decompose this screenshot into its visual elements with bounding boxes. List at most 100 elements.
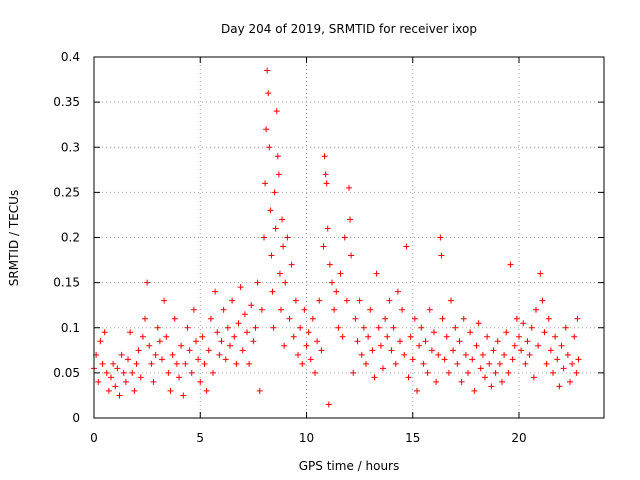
data-point <box>182 360 189 367</box>
data-point <box>323 180 330 187</box>
data-point <box>229 297 236 304</box>
data-point <box>212 288 219 295</box>
data-point <box>272 225 279 232</box>
data-point <box>114 365 121 372</box>
data-point <box>139 333 146 340</box>
data-point <box>265 90 272 97</box>
data-point <box>450 347 457 354</box>
data-point <box>154 324 161 331</box>
data-point <box>299 360 306 367</box>
data-point <box>394 288 401 295</box>
x-tick-label: 0 <box>90 431 98 445</box>
data-point <box>456 338 463 345</box>
data-point <box>286 315 293 322</box>
data-point <box>367 306 374 313</box>
data-point <box>231 333 238 340</box>
data-point <box>554 356 561 363</box>
data-point <box>303 342 310 349</box>
data-point <box>321 153 328 160</box>
data-point <box>290 333 297 340</box>
data-point <box>295 351 301 358</box>
data-point <box>535 342 542 349</box>
data-point <box>159 356 165 363</box>
data-point <box>443 333 450 340</box>
data-point <box>562 324 569 331</box>
data-point <box>492 369 499 376</box>
data-point <box>350 369 357 376</box>
grid-layer <box>94 57 604 418</box>
data-point <box>386 297 393 304</box>
data-point <box>354 338 361 345</box>
data-point <box>509 356 516 363</box>
data-point <box>274 153 281 160</box>
data-point <box>365 333 372 340</box>
data-point <box>112 383 119 390</box>
data-point <box>369 347 376 354</box>
data-point <box>314 338 321 345</box>
data-point <box>438 252 445 259</box>
data-point <box>490 347 497 354</box>
data-point <box>165 369 172 376</box>
data-point <box>244 329 250 336</box>
data-point <box>214 329 221 336</box>
data-point <box>409 356 416 363</box>
y-tick-label: 0.05 <box>53 366 80 380</box>
data-point <box>567 378 573 385</box>
data-point <box>269 288 276 295</box>
y-tick-label: 0.15 <box>53 276 80 290</box>
data-point <box>224 324 231 331</box>
data-point <box>462 351 469 358</box>
data-point <box>390 324 397 331</box>
data-point <box>326 261 333 268</box>
data-point <box>454 360 461 367</box>
data-point <box>227 342 233 349</box>
data-point <box>199 333 206 340</box>
data-point <box>156 338 163 345</box>
data-point <box>388 347 395 354</box>
data-point <box>146 342 153 349</box>
data-point <box>216 351 223 358</box>
data-point <box>275 171 282 178</box>
data-point <box>343 297 350 304</box>
data-point <box>384 333 391 340</box>
data-point <box>511 342 518 349</box>
data-point <box>501 351 508 358</box>
data-point <box>297 324 304 331</box>
data-point <box>539 297 546 304</box>
data-point <box>373 270 380 277</box>
data-point <box>507 261 514 268</box>
data-point <box>473 342 480 349</box>
data-point <box>261 234 267 241</box>
data-point <box>258 306 265 313</box>
data-point <box>403 243 410 250</box>
data-point <box>186 347 193 354</box>
data-point <box>382 315 389 322</box>
data-point <box>550 369 556 376</box>
data-point <box>422 338 429 345</box>
data-point <box>356 297 363 304</box>
data-point <box>556 383 563 390</box>
data-point <box>152 351 159 358</box>
data-point <box>270 324 277 331</box>
data-point <box>176 374 182 381</box>
data-point <box>95 378 102 385</box>
data-point <box>210 369 216 376</box>
data-point <box>278 306 284 313</box>
data-point <box>267 207 274 214</box>
data-point <box>428 347 435 354</box>
data-point <box>496 360 503 367</box>
data-point <box>348 252 355 259</box>
data-point <box>268 252 275 259</box>
data-point <box>280 243 287 250</box>
data-point <box>161 297 168 304</box>
data-point <box>405 374 412 381</box>
data-point <box>148 360 155 367</box>
data-point <box>207 315 214 322</box>
data-point <box>125 356 131 363</box>
data-point <box>301 306 308 313</box>
data-point <box>254 279 261 286</box>
data-point <box>477 365 484 372</box>
data-point <box>503 329 510 336</box>
data-point <box>569 360 576 367</box>
data-point <box>518 347 525 354</box>
